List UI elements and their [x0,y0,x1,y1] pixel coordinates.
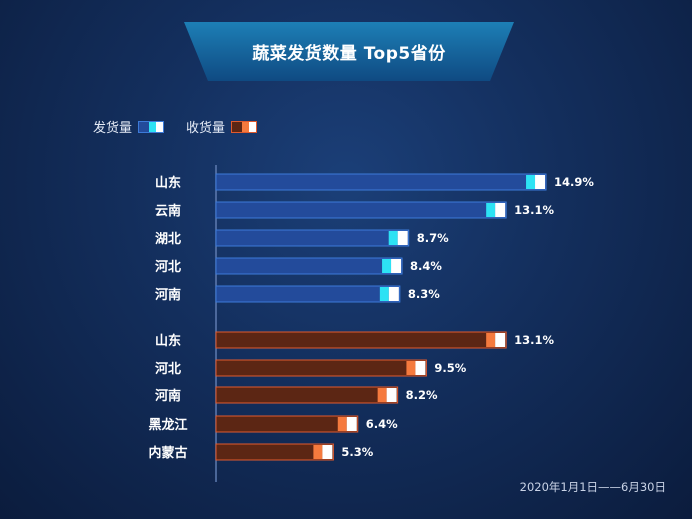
bar-shipment-1 [215,173,547,191]
title-banner: 蔬菜发货数量 Top5省份 [184,22,514,81]
category-label-shipment-3: 湖北 [155,232,181,247]
category-label-shipment-1: 山东 [155,175,181,191]
legend-swatch-shipment-body [139,121,150,132]
bar-accent-shipment-1 [526,175,536,189]
bar-receipt-4 [215,415,359,433]
bar-cap-shipment-4 [391,259,402,273]
bar-accent-shipment-3 [388,231,398,245]
bar-cap-shipment-5 [388,287,399,301]
bar-receipt-3 [215,386,399,404]
bar-cap-shipment-3 [397,231,408,245]
value-label-receipt-5: 5.3% [341,445,373,459]
legend-item-receipt: 收货量 [186,117,258,136]
bar-shipment-4 [215,257,403,275]
bar-cap-receipt-4 [346,417,357,431]
bar-receipt-2 [215,359,427,377]
bar-cap-receipt-3 [386,388,397,402]
value-label-shipment-2: 13.1% [514,203,554,217]
legend-swatch-receipt-accent [242,121,250,132]
category-label-receipt-1: 山东 [155,333,181,349]
title-banner-shape [184,22,514,81]
legend-swatch-receipt-body [232,121,243,132]
bar-cap-shipment-2 [495,203,506,217]
legend-swatch-shipment-cap [156,121,164,132]
bar-shipment-2 [215,201,507,219]
bar-accent-receipt-3 [377,388,387,402]
category-label-shipment-2: 云南 [155,203,181,219]
value-label-shipment-1: 14.9% [554,175,594,189]
category-label-receipt-4: 黑龙江 [148,417,187,433]
value-label-shipment-4: 8.4% [410,259,442,273]
date-range: 2020年1月1日——6月30日 [519,480,666,494]
bar-accent-shipment-2 [486,203,496,217]
category-label-receipt-3: 河南 [155,388,181,404]
value-label-receipt-4: 6.4% [366,417,398,431]
bar-accent-receipt-1 [486,333,496,347]
bar-cap-receipt-1 [495,333,506,347]
category-label-receipt-2: 河北 [155,361,181,377]
legend-swatch-shipment [138,120,165,133]
bar-cap-receipt-5 [322,445,333,459]
category-label-receipt-5: 内蒙古 [148,445,187,461]
legend-label-shipment: 发货量 [93,121,133,136]
bar-accent-receipt-5 [313,445,323,459]
legend-swatch-shipment-accent [149,121,157,132]
legend-item-shipment: 发货量 [93,117,165,136]
chart-title: 蔬菜发货数量 Top5省份 [252,44,446,64]
category-label-shipment-5: 河南 [155,287,181,303]
category-label-shipment-4: 河北 [155,259,181,275]
value-label-receipt-2: 9.5% [434,361,466,375]
bar-cap-receipt-2 [415,361,426,375]
value-label-shipment-5: 8.3% [408,287,440,301]
legend: 发货量 收货量 [93,117,258,136]
legend-swatch-receipt-cap [249,121,257,132]
bar-receipt-1 [215,331,507,349]
bar-accent-shipment-5 [379,287,389,301]
legend-label-receipt: 收货量 [186,121,226,136]
bar-accent-receipt-2 [406,361,416,375]
bar-accent-shipment-4 [382,259,392,273]
bar-shipment-3 [215,229,410,247]
value-label-shipment-3: 8.7% [417,231,449,245]
value-label-receipt-1: 13.1% [514,333,554,347]
legend-swatch-receipt [231,120,258,133]
bar-shipment-5 [215,285,401,303]
value-label-receipt-3: 8.2% [406,388,438,402]
bar-cap-shipment-1 [535,175,546,189]
bar-receipt-5 [215,443,334,461]
bar-accent-receipt-4 [337,417,347,431]
